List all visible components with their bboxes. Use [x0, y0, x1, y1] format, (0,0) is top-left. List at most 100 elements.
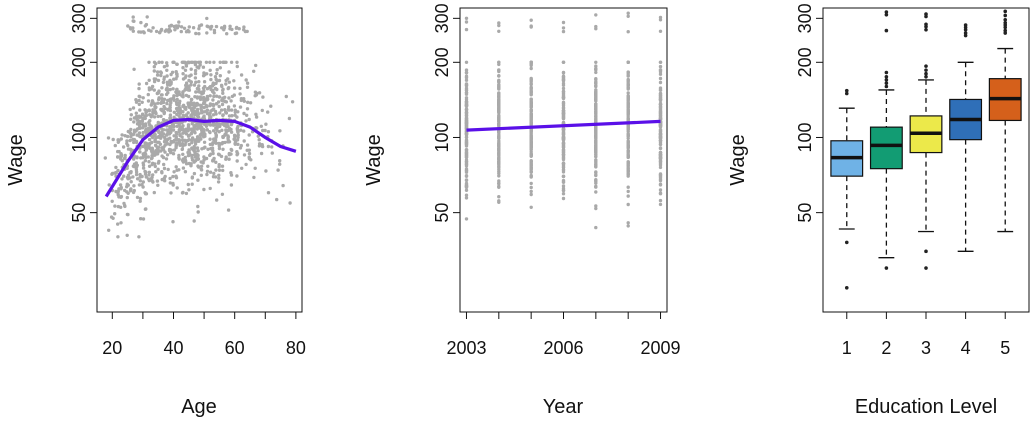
age-point: [275, 197, 279, 202]
year-point: [626, 103, 630, 107]
age-point: [184, 64, 189, 68]
age-point: [149, 124, 153, 128]
age-point: [138, 115, 142, 120]
age-point: [171, 123, 176, 128]
year-point: [529, 119, 533, 123]
year-point: [497, 68, 501, 72]
age-point: [199, 173, 203, 177]
age-point: [166, 91, 170, 95]
age-point: [137, 235, 141, 239]
age-point: [284, 94, 288, 99]
year-point: [658, 86, 663, 90]
age-point: [204, 109, 209, 114]
year-point: [561, 76, 566, 81]
year-point: [594, 102, 598, 106]
year-point: [529, 18, 533, 22]
age-point: [208, 142, 212, 147]
age-point: [214, 24, 219, 29]
age-point: [187, 138, 191, 142]
year-point: [464, 169, 469, 173]
age-point: [245, 113, 249, 118]
year-point: [464, 96, 469, 100]
age-x-axis: 20 40 60 80: [102, 312, 306, 358]
age-point: [195, 124, 199, 128]
age-point: [137, 183, 142, 187]
age-point: [116, 222, 120, 226]
education-x-label: Education Level: [855, 396, 997, 418]
age-point: [187, 142, 191, 147]
age-point: [227, 108, 231, 112]
age-point: [155, 179, 160, 183]
year-point: [658, 188, 663, 192]
age-point: [201, 101, 206, 106]
year-point: [594, 110, 598, 114]
age-point: [164, 157, 169, 161]
age-point: [122, 201, 126, 206]
age-point: [211, 141, 215, 145]
age-point: [219, 154, 224, 159]
age-point: [206, 25, 211, 29]
year-point: [594, 60, 598, 64]
age-point: [168, 113, 173, 117]
year-point: [594, 81, 598, 85]
year-point: [561, 196, 566, 201]
age-point: [144, 122, 148, 126]
age-point: [128, 138, 132, 143]
year-point: [594, 24, 598, 29]
age-point: [212, 60, 216, 64]
age-point: [153, 150, 157, 154]
age-point: [144, 81, 149, 86]
box-outlier: [924, 68, 928, 72]
year-point: [658, 116, 663, 120]
year-point: [464, 20, 469, 24]
age-point: [187, 104, 191, 108]
age-point: [208, 68, 212, 73]
age-point: [189, 164, 193, 168]
age-point: [162, 110, 167, 115]
age-point: [228, 24, 232, 28]
age-point: [208, 137, 212, 141]
age-point: [141, 185, 145, 189]
year-point: [561, 74, 566, 78]
year-point: [626, 202, 630, 207]
education-wage-panel: 1 2 3 4 5 50 100 200 300 Education Level Wage: [727, 3, 1030, 418]
age-point: [196, 178, 200, 182]
age-point: [217, 176, 221, 180]
age-point: [264, 169, 268, 173]
age-point: [126, 143, 130, 148]
age-point: [211, 129, 216, 133]
age-point: [131, 106, 136, 110]
age-point: [237, 27, 241, 31]
age-point: [147, 173, 151, 177]
age-point: [226, 140, 230, 144]
age-point: [245, 85, 250, 90]
age-point: [172, 60, 176, 64]
age-point: [152, 88, 156, 92]
age-point: [256, 134, 260, 138]
age-point: [172, 98, 176, 102]
age-point: [135, 177, 140, 181]
age-point: [220, 102, 225, 107]
age-point: [193, 68, 198, 73]
age-point: [205, 72, 209, 76]
age-point: [134, 129, 138, 133]
age-point: [178, 133, 182, 137]
age-point: [259, 124, 263, 128]
year-point: [497, 179, 501, 183]
year-point: [594, 134, 598, 138]
age-point: [138, 199, 142, 203]
age-point: [154, 170, 158, 174]
age-point: [195, 127, 199, 131]
age-point: [186, 123, 191, 128]
age-points: [103, 15, 295, 239]
age-point: [197, 24, 202, 28]
age-point: [235, 60, 239, 64]
age-point: [168, 108, 173, 113]
age-point: [169, 24, 173, 28]
year-point: [561, 96, 566, 101]
age-point: [224, 123, 228, 127]
age-point: [171, 174, 175, 179]
age-point: [190, 60, 195, 64]
age-point: [223, 108, 227, 112]
